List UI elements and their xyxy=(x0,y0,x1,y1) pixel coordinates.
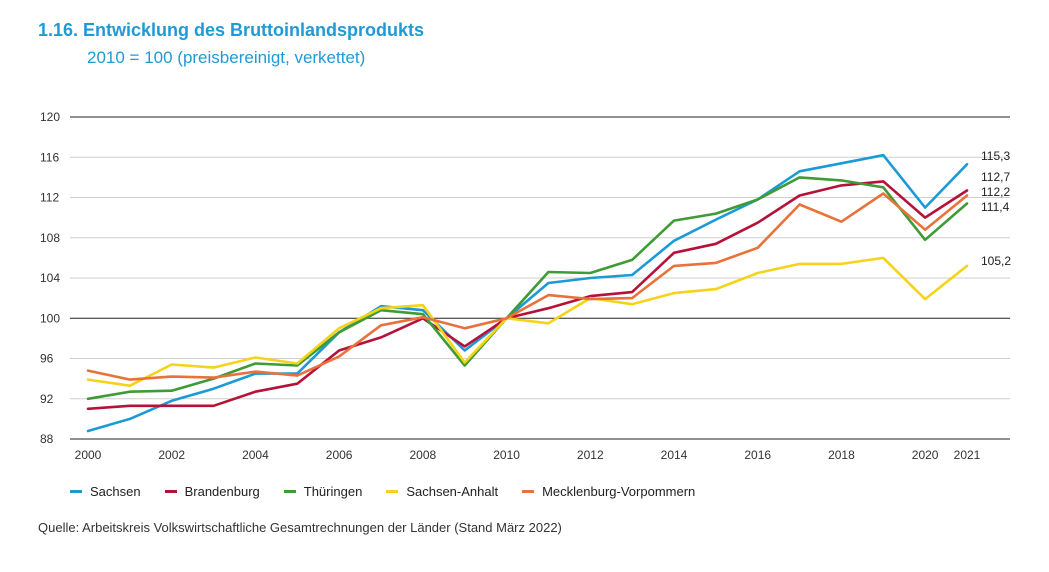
legend-item: Thüringen xyxy=(283,484,363,499)
end-label-layer: 115,3 112,7 111,4 105,2 112,2 xyxy=(981,149,1011,268)
end-value-label: 111,4 xyxy=(981,200,1010,214)
x-tick-label: 2010 xyxy=(493,448,520,462)
y-tick-label: 108 xyxy=(40,231,60,245)
legend-swatch xyxy=(386,490,399,493)
legend-label: Sachsen xyxy=(90,484,141,499)
legend-item: Sachsen xyxy=(70,484,141,499)
x-tick-label: 2014 xyxy=(661,448,688,462)
series-line-sachsen-anhalt xyxy=(86,256,969,388)
y-tick-label: 116 xyxy=(40,150,59,164)
legend-swatch xyxy=(522,490,535,493)
chart-legend: Sachsen Brandenburg Thüringen Sachsen-Anhal… xyxy=(70,484,719,499)
legend-item: Mecklenburg-Vorpommern xyxy=(522,484,695,499)
x-tick-label: 2004 xyxy=(242,448,269,462)
end-value-label: 112,7 xyxy=(981,170,1010,184)
legend-label: Thüringen xyxy=(303,484,363,499)
x-tick-label: 2018 xyxy=(828,448,855,462)
y-tick-label: 100 xyxy=(40,311,60,325)
series-line-th-ringen xyxy=(86,176,969,401)
x-tick-label: 2012 xyxy=(577,448,604,462)
legend-swatch xyxy=(70,490,82,493)
x-tick-label: 2002 xyxy=(158,448,185,462)
x-tick-label: 2000 xyxy=(75,448,102,462)
x-tick-label: 2021 xyxy=(954,448,981,462)
legend-item: Sachsen-Anhalt xyxy=(386,484,498,499)
legend-label: Brandenburg xyxy=(184,484,260,499)
grid-layer xyxy=(70,116,1010,440)
x-tick-label: 2008 xyxy=(410,448,437,462)
legend-swatch xyxy=(164,490,177,493)
y-tick-label: 120 xyxy=(40,110,60,124)
y-tick-label: 104 xyxy=(40,271,60,285)
end-value-label: 112,2 xyxy=(981,185,1010,199)
series-line-sachsen xyxy=(86,153,969,433)
end-value-label: 115,3 xyxy=(981,149,1010,163)
series-line-brandenburg xyxy=(86,180,969,411)
source-note: Quelle: Arbeitskreis Volkswirtschaftlich… xyxy=(38,520,562,535)
y-tick-label: 88 xyxy=(40,432,54,446)
end-value-label: 105,2 xyxy=(981,254,1011,268)
series-line-mecklenburg-vorpommern xyxy=(86,192,969,381)
legend-label: Sachsen-Anhalt xyxy=(406,484,499,499)
y-tick-label: 96 xyxy=(40,352,54,366)
y-tick-label: 92 xyxy=(40,392,54,406)
legend-swatch xyxy=(283,490,296,493)
series-layer xyxy=(86,153,969,433)
y-tick-label: 112 xyxy=(40,191,59,205)
legend-label: Mecklenburg-Vorpommern xyxy=(542,484,696,499)
legend-item: Brandenburg xyxy=(164,484,260,499)
x-tick-label: 2016 xyxy=(744,448,771,462)
x-tick-label: 2006 xyxy=(326,448,353,462)
chart-subtitle: 2010 = 100 (preisbereinigt, verkettet) xyxy=(87,48,366,67)
chart-title: 1.16. Entwicklung des Bruttoinlandsprodu… xyxy=(38,20,425,40)
x-tick-label: 2020 xyxy=(912,448,939,462)
axis-layer: 88 92 96 100 104 108 112 116 120 2000 2002 2004 2006… xyxy=(40,110,981,462)
